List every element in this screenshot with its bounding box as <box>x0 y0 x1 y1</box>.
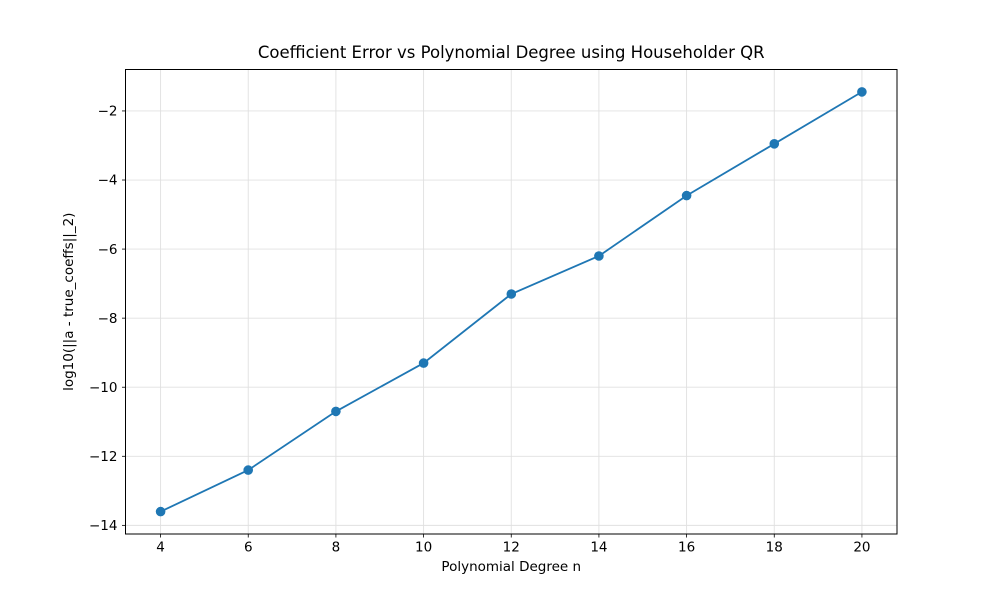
data-point <box>418 358 429 368</box>
x-tick-label: 8 <box>332 540 341 556</box>
data-point <box>506 289 517 299</box>
gridlines <box>125 69 897 534</box>
y-tick-label: −2 <box>98 104 118 120</box>
x-tick-label: 14 <box>590 540 607 556</box>
y-tick-label: −14 <box>89 518 118 534</box>
x-axis-label: Polynomial Degree n <box>441 559 581 575</box>
y-axis-label: log10(||a - true_coeffs||_2) <box>61 213 77 391</box>
chart-title: Coefficient Error vs Polynomial Degree u… <box>258 43 765 62</box>
data-point <box>155 506 166 517</box>
x-tick-labels: 4 6 8 10 12 14 16 18 20 <box>156 540 870 556</box>
x-tick-label: 6 <box>244 540 253 556</box>
axis-ticks <box>122 110 863 538</box>
x-tick-label: 12 <box>503 540 520 556</box>
y-tick-label: −8 <box>98 311 118 327</box>
y-tick-label: −10 <box>89 380 118 396</box>
data-point <box>857 87 867 97</box>
data-point <box>681 190 692 201</box>
x-tick-label: 16 <box>678 540 695 556</box>
y-tick-label: −6 <box>98 242 118 258</box>
data-point <box>594 251 604 261</box>
data-point <box>243 465 253 475</box>
x-tick-label: 4 <box>156 540 165 556</box>
y-tick-label: −4 <box>98 173 118 189</box>
x-tick-label: 18 <box>766 540 783 556</box>
x-tick-label: 20 <box>853 540 870 556</box>
y-tick-labels: −2 −4 −6 −8 −10 −12 −14 <box>89 104 118 534</box>
plot-frame <box>125 69 898 535</box>
data-point-markers <box>155 87 867 517</box>
data-point <box>331 406 341 417</box>
y-tick-label: −12 <box>89 449 118 465</box>
x-tick-label: 10 <box>415 540 432 556</box>
data-point <box>769 139 780 149</box>
